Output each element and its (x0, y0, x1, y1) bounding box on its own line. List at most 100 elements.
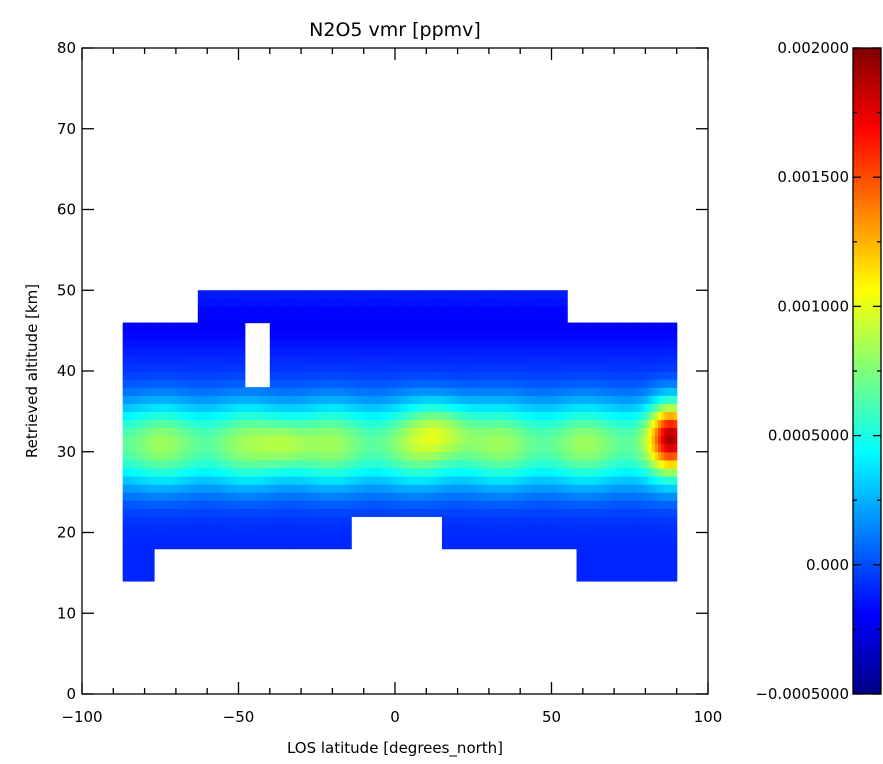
heatmap-cell (435, 354, 440, 364)
heatmap-cell (282, 443, 287, 453)
heatmap-cell (344, 314, 349, 324)
heatmap-cell (125, 548, 130, 558)
heatmap-cell (366, 314, 371, 324)
heatmap-cell (179, 475, 183, 485)
heatmap-cell (582, 548, 587, 558)
heatmap-cell (335, 524, 340, 534)
heatmap-cell (476, 290, 481, 299)
heatmap-cell (351, 354, 355, 364)
heatmap-cell (304, 427, 308, 437)
heatmap-cell (238, 475, 243, 485)
heatmap-cell (564, 475, 568, 485)
heatmap-cell (429, 459, 434, 469)
heatmap-cell (554, 379, 559, 388)
heatmap-cell (291, 532, 296, 542)
heatmap-cell (373, 371, 377, 380)
heatmap-cell (604, 371, 609, 380)
heatmap-cell (554, 290, 559, 299)
heatmap-cell (319, 411, 324, 421)
heatmap-cell (313, 395, 318, 404)
heatmap-cell (351, 492, 355, 501)
heatmap-cell (272, 330, 277, 340)
heatmap-cell (579, 362, 584, 372)
heatmap-cell (579, 435, 584, 445)
heatmap-cell (529, 338, 534, 348)
heatmap-cell (279, 387, 283, 396)
heatmap-cell (576, 451, 581, 461)
heatmap-cell (520, 532, 524, 542)
heatmap-cell (276, 330, 280, 340)
heatmap-cell (492, 387, 496, 396)
heatmap-cell (269, 322, 274, 332)
heatmap-cell (463, 516, 468, 526)
heatmap-cell (429, 330, 434, 340)
heatmap-cell (150, 403, 155, 412)
heatmap-cell (160, 322, 164, 332)
heatmap-cell (363, 306, 368, 316)
heatmap-cell (495, 379, 499, 388)
heatmap-cell (341, 371, 346, 380)
heatmap-cell (160, 411, 164, 421)
heatmap-cell (560, 290, 565, 299)
heatmap-cell (135, 556, 139, 566)
heatmap-cell (576, 387, 581, 396)
heatmap-cell (369, 435, 374, 445)
heatmap-cell (476, 500, 481, 509)
heatmap-cell (529, 524, 534, 534)
heatmap-cell (623, 403, 628, 412)
heatmap-cell (517, 443, 521, 453)
heatmap-cell (207, 298, 211, 307)
heatmap-cell (429, 435, 434, 445)
heatmap-cell (513, 338, 518, 348)
heatmap-cell (426, 330, 431, 340)
heatmap-cell (316, 500, 321, 509)
heatmap-cell (157, 484, 161, 493)
heatmap-cell (341, 427, 346, 437)
heatmap-cell (551, 443, 556, 453)
heatmap-cell (448, 387, 452, 396)
heatmap-cell (247, 524, 252, 534)
heatmap-cell (485, 354, 490, 364)
heatmap-cell (554, 306, 559, 316)
heatmap-cell (388, 379, 393, 388)
heatmap-cell (426, 298, 431, 307)
heatmap-cell (207, 387, 211, 396)
heatmap-cell (438, 435, 443, 445)
heatmap-cell (445, 532, 449, 542)
heatmap-cell (429, 467, 434, 477)
heatmap-cell (466, 362, 471, 372)
heatmap-cell (395, 371, 399, 380)
heatmap-cell (138, 572, 143, 582)
heatmap-cell (344, 475, 349, 485)
heatmap-cell (570, 540, 575, 550)
heatmap-cell (457, 540, 462, 550)
heatmap-cell (197, 306, 202, 316)
heatmap-cell (598, 524, 603, 534)
heatmap-cell (282, 322, 287, 332)
heatmap-cell (222, 362, 227, 372)
heatmap-cell (135, 403, 139, 412)
heatmap-cell (404, 371, 409, 380)
heatmap-cell (316, 379, 321, 388)
heatmap-cell (244, 435, 249, 445)
heatmap-cell (564, 298, 568, 307)
heatmap-cell (313, 516, 318, 526)
heatmap-cell (416, 290, 421, 299)
heatmap-cell (526, 540, 531, 550)
heatmap-cell (379, 322, 384, 332)
heatmap-cell (266, 427, 271, 437)
heatmap-cell (441, 338, 446, 348)
heatmap-cell (135, 524, 139, 534)
heatmap-cell (172, 371, 177, 380)
heatmap-cell (269, 484, 274, 493)
heatmap-cell (476, 435, 481, 445)
heatmap-cell (204, 467, 208, 477)
heatmap-cell (172, 467, 177, 477)
heatmap-cell (542, 508, 546, 517)
heatmap-cell (338, 532, 343, 542)
heatmap-cell (495, 484, 499, 493)
heatmap-cell (448, 516, 452, 526)
heatmap-cell (401, 459, 405, 469)
heatmap-cell (504, 475, 509, 485)
heatmap-cell (276, 395, 280, 404)
